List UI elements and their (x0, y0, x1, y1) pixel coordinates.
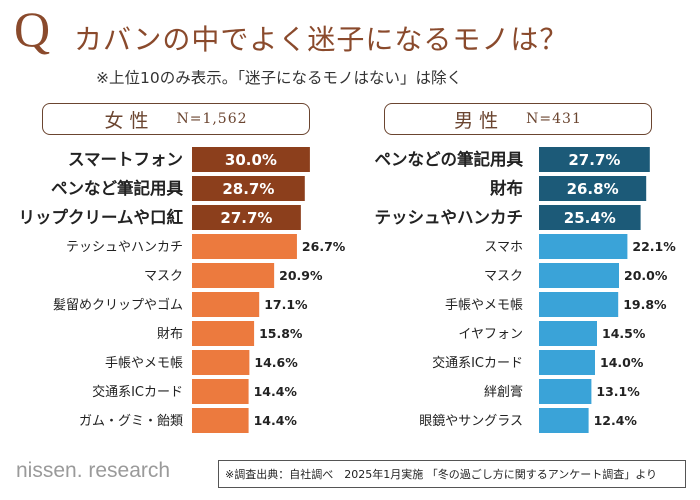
male-value-label: 25.4% (564, 209, 616, 227)
male-category-label: スマホ (484, 240, 523, 255)
male-bar (539, 263, 619, 288)
male-value-label: 26.8% (567, 180, 619, 198)
female-value-label: 14.6% (254, 355, 298, 370)
male-panel-header: 男性 N=431 (384, 103, 652, 135)
male-bar (539, 205, 641, 230)
male-value-label: 20.0% (624, 268, 668, 283)
female-category-label: ガム・グミ・飴類 (79, 414, 183, 429)
male-category-label: 眼鏡やサングラス (419, 414, 523, 429)
female-category-label: マスク (144, 269, 183, 284)
male-bar (539, 321, 597, 346)
page-title: カバンの中でよく迷子になるモノは？ (74, 23, 569, 56)
female-bar (192, 321, 255, 346)
male-value-label: 13.1% (596, 384, 640, 399)
male-value-label: 22.1% (632, 239, 676, 254)
female-value-label: 20.9% (279, 268, 323, 283)
male-category-label: テッシュやハンカチ (375, 208, 524, 227)
female-category-label: 髪留めクリップやゴム (53, 297, 183, 313)
female-category-label: テッシュやハンカチ (66, 240, 183, 255)
female-category-label: 財布 (157, 327, 183, 342)
female-value-label: 28.7% (222, 180, 274, 198)
female-category-label: 交通系ICカード (92, 384, 183, 400)
male-category-label: 手帳やメモ帳 (445, 298, 523, 313)
female-bar (192, 176, 305, 201)
female-value-label: 15.8% (259, 326, 303, 341)
male-bar (539, 147, 650, 172)
female-value-label: 14.4% (254, 384, 298, 399)
female-bar (192, 205, 301, 230)
brand-logo: nissen. research (16, 459, 171, 482)
female-sample-size: N=1,562 (176, 111, 248, 127)
male-category-label: ペンなどの筆記用具 (375, 149, 524, 169)
female-value-label: 30.0% (225, 151, 277, 169)
female-value-label: 17.1% (264, 297, 308, 312)
male-category-label: 財布 (490, 178, 523, 198)
female-gender-label: 女性 (104, 109, 155, 132)
male-category-label: 交通系ICカード (432, 355, 523, 371)
male-value-label: 12.4% (594, 413, 638, 428)
female-category-label: ペンなど筆記用具 (51, 178, 184, 198)
female-bar (192, 292, 260, 317)
female-category-label: リップクリームや口紅 (18, 207, 183, 227)
female-category-label: 手帳やメモ帳 (105, 356, 183, 371)
source-note: ※調査出典：自社調べ 2025年1月実施 「冬の過ごし方に関するアンケート調査」… (218, 460, 686, 488)
male-value-label: 14.5% (602, 326, 646, 341)
male-bar (539, 292, 619, 317)
male-sample-size: N=431 (526, 111, 582, 127)
male-category-label: 絆創膏 (484, 384, 523, 400)
female-value-label: 27.7% (220, 209, 272, 227)
female-bar (192, 147, 310, 172)
male-gender-label: 男性 (454, 109, 505, 132)
male-value-label: 14.0% (600, 355, 644, 370)
male-category-label: マスク (484, 269, 523, 284)
female-bar (192, 263, 275, 288)
female-category-label: スマートフォン (68, 150, 183, 169)
male-bar (539, 379, 592, 404)
q-mark: Q (14, 1, 51, 57)
female-bar (192, 408, 249, 433)
male-value-label: 19.8% (623, 297, 667, 312)
male-bar (539, 408, 589, 433)
male-bar (539, 176, 647, 201)
male-value-label: 27.7% (568, 151, 620, 169)
female-value-label: 26.7% (302, 239, 346, 254)
female-bar (192, 234, 297, 259)
female-bar (192, 379, 249, 404)
page-subtitle: ※上位10のみ表示。「迷子になるモノはない」は除く (96, 69, 462, 87)
female-bar (192, 350, 250, 375)
male-bar (539, 234, 628, 259)
female-value-label: 14.4% (254, 413, 298, 428)
male-bar (539, 350, 595, 375)
female-panel-header: 女性 N=1,562 (42, 103, 310, 135)
male-category-label: イヤフォン (458, 327, 523, 342)
